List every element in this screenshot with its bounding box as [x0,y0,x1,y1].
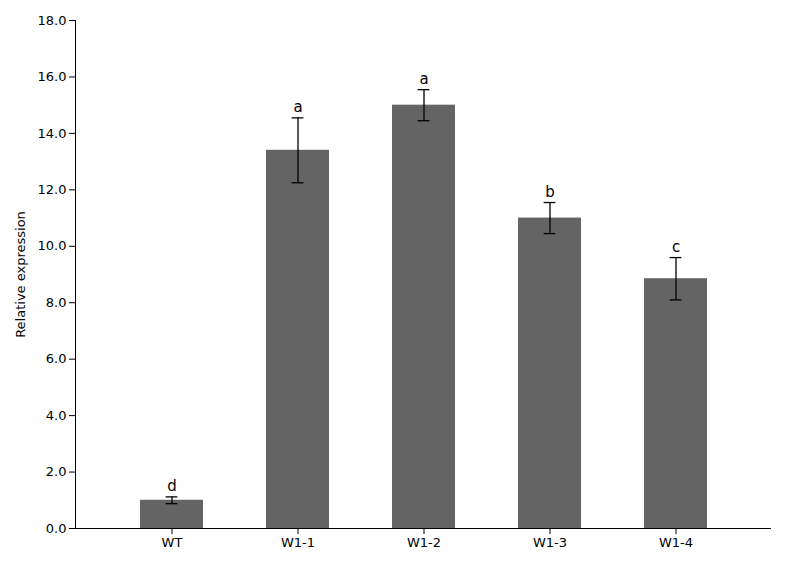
svg-text:12.0: 12.0 [38,182,67,197]
svg-text:W1-3: W1-3 [533,535,567,550]
svg-text:2.0: 2.0 [46,464,67,479]
svg-text:0.0: 0.0 [46,521,67,536]
svg-text:c: c [672,238,680,256]
svg-text:18.0: 18.0 [38,13,67,28]
svg-text:W1-2: W1-2 [407,535,441,550]
svg-text:16.0: 16.0 [38,69,67,84]
svg-text:a: a [293,98,302,116]
svg-text:4.0: 4.0 [46,408,67,423]
svg-text:10.0: 10.0 [38,238,67,253]
svg-text:d: d [167,477,177,495]
svg-text:14.0: 14.0 [38,126,67,141]
svg-text:6.0: 6.0 [46,351,67,366]
svg-text:b: b [545,183,555,201]
svg-text:WT: WT [162,535,183,550]
svg-text:a: a [419,70,428,88]
svg-text:Relative expression: Relative expression [13,211,28,338]
svg-text:8.0: 8.0 [46,295,67,310]
svg-text:W1-1: W1-1 [281,535,315,550]
svg-text:W1-4: W1-4 [659,535,693,550]
